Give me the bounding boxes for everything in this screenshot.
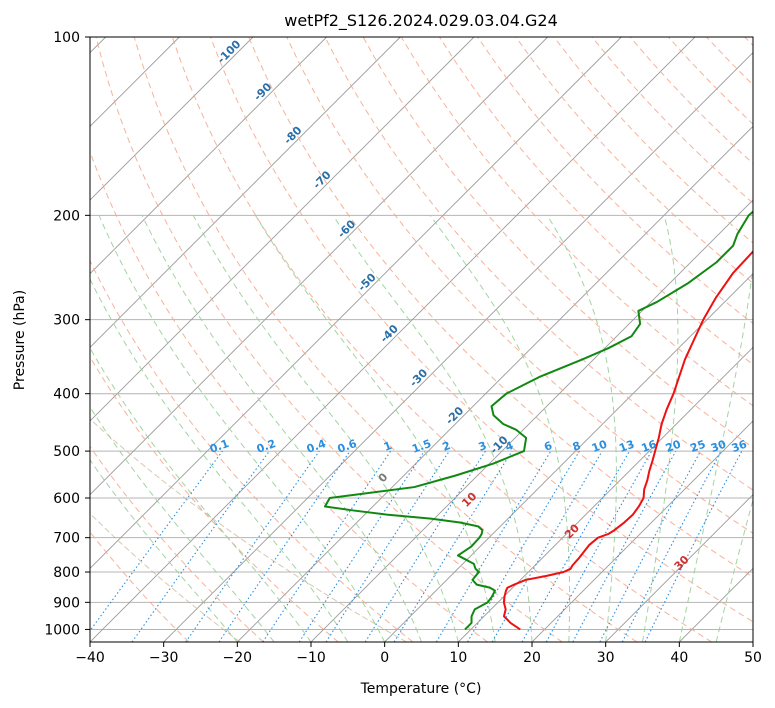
isotherm-line bbox=[237, 125, 753, 642]
isotherm-line bbox=[90, 37, 254, 201]
mixing-ratio-line bbox=[131, 450, 270, 642]
mixing-ratio-line bbox=[393, 450, 513, 642]
x-tick-label: 40 bbox=[670, 650, 688, 666]
dry-adiabat-line bbox=[210, 37, 753, 623]
moist-adiabat-line bbox=[642, 215, 679, 642]
mixing-ratio-label: 10 bbox=[590, 438, 609, 456]
background-lines bbox=[90, 37, 753, 642]
mixing-ratio-label: 0.4 bbox=[305, 437, 328, 456]
y-tick-label: 700 bbox=[53, 531, 80, 547]
dry-adiabat-line bbox=[133, 37, 638, 642]
moist-adiabat-line bbox=[546, 215, 617, 642]
moist-adiabat-line bbox=[90, 347, 312, 642]
mixing-ratio-line bbox=[298, 450, 425, 642]
mixing-ratio-line bbox=[644, 450, 743, 642]
y-tick-label: 600 bbox=[53, 491, 80, 507]
moist-adiabat-line bbox=[90, 406, 275, 642]
y-axis: 100 200 300 400 500 600 700 800 900 1000 bbox=[44, 30, 90, 638]
x-tick-label: −10 bbox=[296, 650, 326, 666]
isotherm-line bbox=[90, 37, 327, 275]
x-tick-label: −20 bbox=[223, 650, 253, 666]
dry-adiabat-line bbox=[90, 445, 264, 642]
x-tick-label: 20 bbox=[523, 650, 541, 666]
isotherm-line bbox=[163, 52, 753, 642]
mixing-ratio-label: 36 bbox=[730, 438, 749, 456]
x-tick-label: −30 bbox=[149, 650, 179, 666]
isotherm-line bbox=[531, 420, 753, 642]
isotherm-line bbox=[90, 37, 475, 422]
mixing-ratio-label: 13 bbox=[617, 438, 636, 455]
series-layer bbox=[324, 210, 753, 631]
y-tick-label: 400 bbox=[53, 387, 80, 403]
moist-adiabat-line bbox=[98, 215, 386, 642]
mixing-ratio-label: 6 bbox=[542, 439, 554, 454]
y-tick-label: 500 bbox=[53, 444, 80, 460]
mixing-ratio-label: 1 bbox=[382, 439, 394, 454]
dry-adiabat-line bbox=[286, 37, 753, 534]
mixing-ratio-label: 4 bbox=[503, 439, 515, 454]
temperature-profile-line bbox=[502, 250, 753, 631]
chart-title: wetPf2_S126.2024.029.03.04.G24 bbox=[284, 11, 558, 31]
mixing-ratio-line bbox=[572, 450, 677, 642]
mixing-ratio-line bbox=[325, 450, 450, 642]
isotherm-line bbox=[90, 37, 401, 348]
y-tick-label: 800 bbox=[53, 565, 80, 581]
x-tick-label: 50 bbox=[744, 650, 762, 666]
dry-adiabat-line bbox=[171, 37, 712, 642]
isotherm-line bbox=[384, 273, 753, 642]
mixing-ratio-label: 2 bbox=[441, 439, 453, 454]
y-axis-label: Pressure (hPa) bbox=[12, 290, 28, 390]
mixing-ratio-line bbox=[545, 450, 653, 642]
isotherm-line bbox=[90, 37, 548, 496]
dry-adiabat-line bbox=[248, 37, 753, 578]
x-axis: −40 −30 −20 −10 0 10 20 30 40 50 bbox=[75, 642, 762, 666]
x-tick-label: −40 bbox=[75, 650, 105, 666]
y-tick-label: 1000 bbox=[44, 622, 80, 638]
y-tick-label: 200 bbox=[53, 208, 80, 224]
dewpoint-profile-line bbox=[324, 210, 753, 631]
moist-adiabat-line bbox=[332, 215, 533, 642]
moist-adiabat-line bbox=[192, 215, 459, 642]
mixing-ratio-label: 20 bbox=[664, 438, 683, 456]
mixing-ratio-label: 1.5 bbox=[410, 437, 433, 456]
dry-adiabat-line bbox=[324, 37, 753, 491]
mixing-ratio-label: 30 bbox=[709, 438, 728, 456]
x-tick-label: 10 bbox=[449, 650, 467, 666]
mixing-ratio-label: 0.1 bbox=[208, 437, 231, 456]
mixing-ratio-line bbox=[218, 450, 351, 642]
mixing-ratio-label: 25 bbox=[689, 438, 708, 455]
x-axis-label: Temperature (°C) bbox=[360, 681, 482, 697]
plot-frame bbox=[89, 36, 754, 643]
dry-adiabat-line bbox=[90, 356, 339, 642]
moist-adiabat-line bbox=[90, 459, 238, 642]
mixing-ratio-label: 16 bbox=[640, 438, 659, 456]
mixing-ratio-line bbox=[521, 450, 630, 642]
ccl-curve bbox=[90, 418, 407, 642]
isotherm-line bbox=[458, 346, 753, 642]
x-tick-label: 30 bbox=[597, 650, 615, 666]
mixing-ratio-label: 8 bbox=[571, 439, 583, 454]
isotherm-line bbox=[90, 37, 622, 569]
y-tick-label: 900 bbox=[53, 595, 80, 611]
mixing-ratio-line bbox=[90, 450, 223, 632]
moist-adiabat-line bbox=[429, 215, 571, 642]
mixing-ratio-line bbox=[185, 450, 320, 642]
ccl-curve bbox=[90, 512, 241, 642]
mixing-ratio-label: 0.2 bbox=[255, 437, 278, 456]
y-tick-label: 100 bbox=[53, 30, 80, 46]
y-tick-label: 300 bbox=[53, 313, 80, 329]
x-tick-label: 0 bbox=[380, 650, 389, 666]
mixing-ratio-label: 3 bbox=[477, 439, 489, 454]
dry-adiabat-line bbox=[515, 37, 753, 284]
mixing-ratio-label: 0.6 bbox=[336, 437, 359, 456]
isotherm-line bbox=[605, 494, 753, 642]
moist-adiabat-line bbox=[678, 263, 753, 642]
dry-adiabat-line bbox=[90, 259, 414, 642]
